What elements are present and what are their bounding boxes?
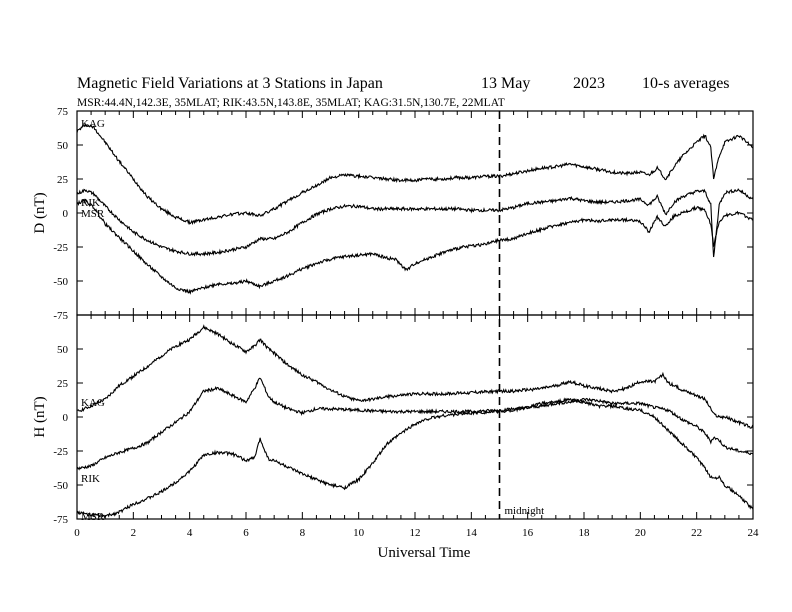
x-tick-label: 4 [187,527,193,539]
h-axis-title: H (nT) [32,396,48,437]
h-trace-msr [76,397,754,518]
h-panel-traces [76,324,754,518]
h-y-tick-label: 50 [57,344,69,356]
x-axis: 0 2 4 6 8 10 12 14 16 18 20 22 24 [74,527,759,539]
x-tick-label: 22 [691,527,702,539]
station-coordinates: MSR:44.4N,142.3E, 35MLAT; RIK:43.5N,143.… [77,97,505,109]
d-y-tick-label: -75 [53,310,68,322]
d-y-tick-label: 75 [57,106,69,118]
chart-date: 13 May [481,75,530,92]
h-y-tick-label: 25 [57,378,69,390]
x-axis-title: Universal Time [378,545,471,561]
x-tick-label: 16 [522,527,534,539]
d-trace-msr [76,198,754,295]
x-tick-label: 6 [243,527,249,539]
h-trace-rik [76,377,754,471]
x-tick-label: 2 [131,527,137,539]
x-tick-label: 12 [410,527,421,539]
x-tick-label: 20 [635,527,647,539]
x-tick-label: 0 [74,527,80,539]
h-y-tick-label: 0 [63,412,69,424]
h-station-label-rik: RIK [81,473,100,485]
x-tick-label: 18 [579,527,591,539]
d-station-label-kag: KAG [81,118,105,130]
d-y-tick-label: -50 [53,276,68,288]
x-tick-label: 14 [466,527,478,539]
d-trace-kag [76,123,754,226]
d-panel-traces [76,123,754,295]
h-panel-axes: -75 -50 -25 0 25 50 [53,315,754,526]
x-tick-label: 8 [300,527,306,539]
d-y-tick-label: 50 [57,140,69,152]
h-station-label-msr: MSR [81,511,105,523]
d-station-label-msr: MSR [81,208,105,220]
d-y-tick-label: 25 [57,174,69,186]
h-y-tick-label: -25 [53,446,68,458]
chart-title: Magnetic Field Variations at 3 Stations … [77,75,383,92]
h-station-label-kag: KAG [81,397,105,409]
d-y-tick-label: -25 [53,242,68,254]
d-y-tick-label: 0 [63,208,69,220]
chart-year: 2023 [573,75,605,92]
x-tick-label: 10 [353,527,365,539]
x-tick-label: 24 [748,527,760,539]
d-trace-rik [76,188,754,258]
midnight-label: midnight [505,505,545,517]
averaging-label: 10-s averages [642,75,730,92]
h-trace-kag [77,324,754,429]
d-axis-title: D (nT) [32,192,48,233]
d-station-label-rik: RIK [81,197,100,209]
h-y-tick-label: -75 [53,514,68,526]
h-y-tick-label: -50 [53,480,68,492]
